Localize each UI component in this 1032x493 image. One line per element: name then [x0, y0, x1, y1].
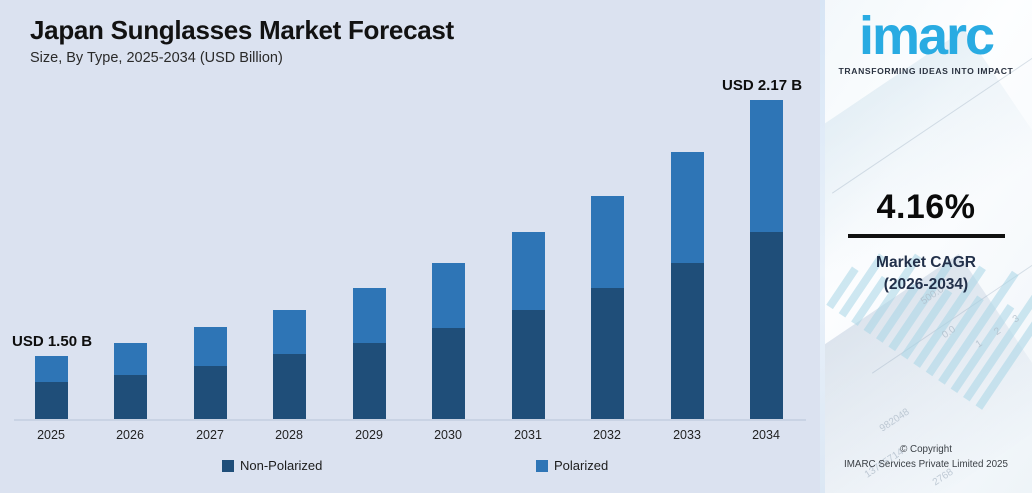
non-polarized-swatch-icon	[222, 459, 234, 472]
bar-2032-non-polarized	[590, 288, 624, 420]
copyright-line1: © Copyright	[900, 444, 952, 455]
bar-2031	[511, 232, 545, 420]
value-annotation: USD 2.17 B	[722, 77, 803, 94]
bar-2033	[670, 152, 704, 420]
imarc-logo: imarc TRANSFORMING IDEAS INTO IMPACT	[820, 8, 1032, 76]
bar-2028	[272, 310, 306, 420]
x-axis-label-2029: 2029	[355, 428, 383, 442]
chart-section: Japan Sunglasses Market Forecast Size, B…	[0, 0, 820, 493]
bar-2026-non-polarized	[113, 375, 147, 420]
bar-2028-non-polarized	[272, 354, 306, 420]
copyright-line2: IMARC Services Private Limited 2025	[844, 459, 1008, 471]
bar-2031-polarized	[511, 232, 545, 310]
x-axis-label-2034: 2034	[752, 428, 780, 442]
copyright: © Copyright IMARC Services Private Limit…	[820, 442, 1032, 472]
x-axis-line	[14, 419, 806, 421]
bar-2026	[113, 343, 147, 420]
value-annotation: USD 1.50 B	[12, 333, 93, 350]
cagr-block: 4.16% Market CAGR (2026-2034)	[820, 188, 1032, 296]
x-axis-label-2025: 2025	[37, 428, 65, 442]
imarc-logo-text: imarc	[858, 6, 995, 66]
x-axis-label-2033: 2033	[673, 428, 701, 442]
bar-2030-non-polarized	[431, 328, 465, 420]
bar-2034-non-polarized	[749, 232, 783, 420]
bar-2031-non-polarized	[511, 310, 545, 420]
x-axis-label-2027: 2027	[196, 428, 224, 442]
cagr-value: 4.16%	[876, 188, 976, 226]
cagr-label-line1: Market CAGR	[876, 253, 976, 271]
bar-2025	[34, 356, 68, 420]
bar-2034-polarized	[749, 100, 783, 232]
bar-2033-polarized	[670, 152, 704, 263]
legend-item-polarized: Polarized	[536, 458, 608, 473]
x-axis-label-2032: 2032	[593, 428, 621, 442]
page-title: Japan Sunglasses Market Forecast	[30, 15, 454, 45]
bar-2030-polarized	[431, 263, 465, 328]
bar-2027-non-polarized	[193, 366, 227, 420]
bar-2029-polarized	[352, 288, 386, 343]
bar-2027-polarized	[193, 327, 227, 366]
legend-item-non-polarized: Non-Polarized	[222, 458, 322, 473]
x-axis-label-2031: 2031	[514, 428, 542, 442]
bar-2027	[193, 327, 227, 420]
imarc-tagline: TRANSFORMING IDEAS INTO IMPACT	[838, 65, 1014, 76]
bar-2025-polarized	[34, 356, 68, 382]
cagr-divider	[847, 234, 1005, 238]
bar-2025-non-polarized	[34, 382, 68, 420]
bar-2032-polarized	[590, 196, 624, 288]
polarized-swatch-icon	[536, 459, 548, 472]
bar-2028-polarized	[272, 310, 306, 354]
legend-label: Polarized	[554, 458, 609, 473]
bar-2029	[352, 288, 386, 420]
panel-divider	[820, 0, 825, 493]
x-axis-label-2028: 2028	[275, 428, 303, 442]
page-subtitle: Size, By Type, 2025-2034 (USD Billion)	[30, 50, 283, 66]
x-axis-label-2026: 2026	[116, 428, 144, 442]
bar-2026-polarized	[113, 343, 147, 375]
bar-2029-non-polarized	[352, 343, 386, 420]
legend-label: Non-Polarized	[240, 458, 323, 473]
bar-2030	[431, 263, 465, 420]
bar-2033-non-polarized	[670, 263, 704, 420]
bar-2034	[749, 100, 783, 420]
x-axis-label-2030: 2030	[434, 428, 462, 442]
side-panel: 500.0 0.0 1 2 3 4 982048 13785714 2768 i…	[820, 0, 1032, 493]
bar-2032	[590, 196, 624, 420]
cagr-label-line2: (2026-2034)	[883, 275, 969, 293]
